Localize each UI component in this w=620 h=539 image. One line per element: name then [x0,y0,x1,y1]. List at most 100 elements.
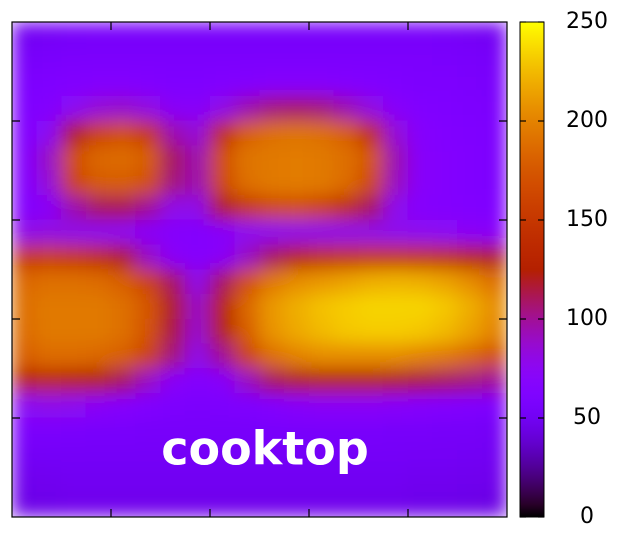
heatmap-cell [110,442,137,468]
heatmap-cell [358,269,384,295]
heatmap-cell [36,71,62,97]
heatmap-cell [234,95,260,122]
heatmap-cell [333,368,359,394]
heatmap-cell [110,318,137,345]
heatmap-cell [209,417,236,444]
heatmap-cell [457,145,483,171]
heatmap-cell [209,46,236,72]
heatmap-cell [61,46,87,72]
heatmap-cell [209,145,236,171]
heatmap-cell [407,269,434,295]
heatmap-cell [481,95,507,122]
heatmap-cell [358,219,384,246]
heatmap-cell [407,467,434,493]
heatmap-cell [259,244,285,270]
heatmap-cell [308,244,335,270]
heatmap-cell [135,22,161,48]
heatmap-cell [36,467,62,493]
heatmap-cell [481,343,507,369]
heatmap-cell [333,95,359,122]
heatmap-cell [160,343,186,369]
heatmap-cell [457,491,483,517]
heatmap-cell [234,244,260,270]
heatmap-cell [160,120,186,147]
heatmap-cell [135,293,161,320]
heatmap-cell [135,71,161,97]
heatmap-cell [85,120,112,147]
heatmap-cell [209,491,236,517]
heatmap-cell [12,71,38,97]
heatmap-cell [358,417,384,444]
heatmap-cell [209,244,236,270]
heatmap-cell [110,368,137,394]
heatmap-cells [12,22,507,517]
heatmap-cell [234,71,260,97]
heatmap-cell [407,95,434,122]
heatmap-cell [259,491,285,517]
heatmap-cell [382,71,409,97]
heatmap-cell [209,95,236,122]
heatmap-cell [209,219,236,246]
heatmap-cell [333,194,359,221]
heatmap-cell [407,491,434,517]
heatmap-cell [36,318,62,345]
heatmap-cell [358,194,384,221]
heatmap-cell [12,417,38,444]
heatmap-cell [209,368,236,394]
heatmap-cell [358,120,384,147]
heatmap-cell [12,219,38,246]
heatmap-cell [61,145,87,171]
heatmap-cell [160,95,186,122]
heatmap-cell [481,467,507,493]
heatmap-cell [85,368,112,394]
heatmap-cell [160,417,186,444]
heatmap-cell [61,194,87,221]
axis-ticks [12,22,507,517]
heatmap-cell [407,71,434,97]
heatmap-cell [209,120,236,147]
heatmap-cell [358,467,384,493]
heatmap-cell [432,22,458,48]
heatmap-cell [135,170,161,196]
heatmap-cell [184,318,211,345]
heatmap-cell [358,392,384,419]
colorbar-tick-label: 0 [580,504,594,529]
heatmap-cell [382,120,409,147]
heatmap-cell [12,392,38,419]
heatmap-cell [209,467,236,493]
heatmap-cell [457,71,483,97]
heatmap-cell [135,244,161,270]
heatmap-cell [36,417,62,444]
heatmap-cell [283,343,310,369]
heatmap-cell [160,170,186,196]
heatmap-cell [333,467,359,493]
heatmap-cell [160,22,186,48]
heatmap-cell [457,417,483,444]
heatmap-cell [457,22,483,48]
heatmap-cell [382,417,409,444]
heatmap-cell [457,46,483,72]
heatmap-cell [61,244,87,270]
heatmap-cell [184,392,211,419]
heatmap-cell [85,442,112,468]
heatmap-cell [85,417,112,444]
heatmap-cell [382,318,409,345]
heatmap-cell [308,442,335,468]
heatmap-cell [457,442,483,468]
heatmap-cell [135,145,161,171]
heatmap-cell [382,194,409,221]
heatmap-cell [234,145,260,171]
heatmap-cell [234,318,260,345]
heatmap-cell [432,442,458,468]
heatmap-cell [36,145,62,171]
heatmap-cell [283,293,310,320]
heatmap-cell [432,318,458,345]
heatmap-cell [432,194,458,221]
heatmap-cell [457,392,483,419]
heatmap-cell [481,71,507,97]
heatmap-cell [135,417,161,444]
heatmap-cell [135,318,161,345]
heatmap-cell [234,170,260,196]
heatmap-cell [234,417,260,444]
heatmap-cell [382,95,409,122]
